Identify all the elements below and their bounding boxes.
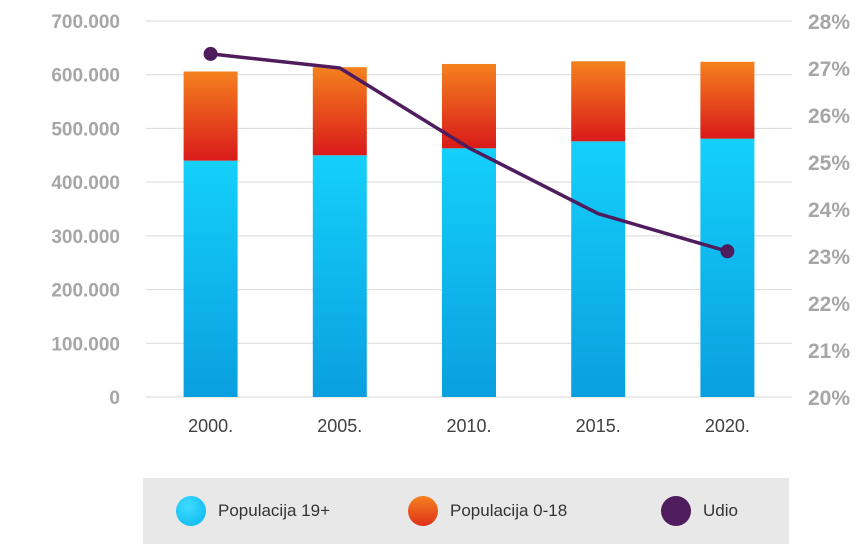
x-tick-label: 2000. (188, 416, 233, 436)
x-tick-label: 2005. (317, 416, 362, 436)
y-left-tick-label: 600.000 (51, 66, 120, 87)
legend-label-youth: Populacija 0-18 (450, 501, 568, 520)
x-axis: 2000. 2005. 2010. 2015. 2020. (188, 416, 750, 436)
x-tick-label: 2010. (446, 416, 491, 436)
bar-populacija-19plus (183, 160, 238, 397)
bar-populacija-0-18 (442, 63, 496, 149)
y-left-tick-label: 700.000 (51, 12, 120, 33)
y-left-tick-label: 400.000 (51, 173, 120, 194)
legend-label-adult: Populacija 19+ (218, 501, 331, 520)
combo-chart: 0 100.000 200.000 300.000 400.000 500.000 600.… (51, 11, 850, 436)
x-tick-label: 2020. (705, 416, 750, 436)
bar-populacija-0-18 (312, 67, 367, 156)
legend-swatch-adult (176, 496, 206, 526)
bar-populacija-19plus (442, 148, 496, 397)
bar-populacija-19plus (700, 138, 755, 398)
y-right-tick-label: 21% (808, 340, 850, 363)
legend: Populacija 19+ Populacija 0-18 Udio (143, 478, 789, 544)
bars (183, 61, 755, 398)
legend-item-youth: Populacija 0-18 (408, 496, 567, 526)
legend-item-share: Udio (661, 496, 738, 526)
legend-item-adult: Populacija 19+ (176, 496, 330, 526)
legend-swatch-share (661, 496, 691, 526)
bar-populacija-0-18 (700, 61, 755, 139)
y-right-tick-label: 27% (808, 58, 850, 81)
y-right-tick-label: 28% (808, 11, 850, 34)
y-left-tick-label: 0 (109, 388, 120, 409)
y-left-tick-label: 500.000 (51, 119, 120, 140)
y-axis-left: 0 100.000 200.000 300.000 400.000 500.000 600.… (51, 12, 120, 409)
line-udio (210, 52, 728, 253)
bar-populacija-19plus (312, 155, 367, 397)
bar-populacija-0-18 (183, 71, 238, 161)
bar-populacija-19plus (571, 141, 626, 397)
y-right-tick-label: 22% (808, 293, 850, 316)
y-right-tick-label: 20% (808, 387, 850, 410)
bar-populacija-0-18 (571, 61, 626, 142)
y-axis-right: 20% 21% 22% 23% 24% 25% 26% 27% 28% (808, 11, 850, 410)
y-right-tick-label: 24% (808, 199, 850, 222)
share-line (203, 46, 735, 259)
legend-swatch-youth (408, 496, 438, 526)
y-right-tick-label: 23% (808, 246, 850, 269)
y-left-tick-label: 100.000 (51, 334, 120, 355)
legend-label-share: Udio (703, 501, 738, 520)
line-udio-marker (720, 244, 735, 259)
y-left-tick-label: 200.000 (51, 281, 120, 302)
line-udio-marker (203, 46, 218, 61)
y-right-tick-label: 25% (808, 152, 850, 175)
x-tick-label: 2015. (576, 416, 621, 436)
y-right-tick-label: 26% (808, 105, 850, 128)
y-left-tick-label: 300.000 (51, 227, 120, 248)
